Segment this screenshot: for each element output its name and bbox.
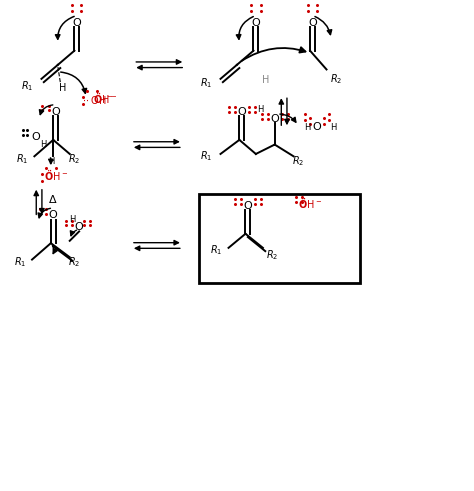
- Text: $R_1$: $R_1$: [21, 79, 34, 93]
- Text: O: O: [237, 107, 246, 117]
- Text: $\bf{\ddot{O}}$H$^-$: $\bf{\ddot{O}}$H$^-$: [44, 169, 68, 183]
- Text: H: H: [48, 157, 54, 165]
- Text: O: O: [75, 222, 83, 232]
- Text: $\Delta$: $\Delta$: [48, 192, 58, 205]
- Text: O: O: [49, 210, 58, 220]
- Text: $R_1$: $R_1$: [200, 149, 212, 163]
- Text: $R_1$: $R_1$: [17, 152, 29, 165]
- Text: H: H: [69, 215, 75, 224]
- Text: $\bf{\ddot{O}}$H$^-$: $\bf{\ddot{O}}$H$^-$: [93, 92, 118, 107]
- Text: O: O: [31, 132, 40, 141]
- FancyBboxPatch shape: [199, 194, 359, 283]
- Text: O: O: [313, 122, 321, 132]
- Text: H: H: [330, 123, 337, 132]
- Text: H: H: [257, 105, 264, 114]
- Text: $R_2$: $R_2$: [68, 152, 81, 165]
- Text: O: O: [252, 18, 260, 27]
- Text: $R_2$: $R_2$: [266, 248, 279, 262]
- Text: $R_1$: $R_1$: [14, 255, 27, 269]
- Text: $\bf{\ddot{O}}$H$^-$: $\bf{\ddot{O}}$H$^-$: [298, 196, 322, 211]
- Text: $R_1$: $R_1$: [200, 77, 212, 90]
- Text: H: H: [59, 83, 66, 93]
- Text: $R_2$: $R_2$: [68, 255, 81, 269]
- Text: O: O: [73, 18, 81, 27]
- Text: H: H: [262, 75, 269, 85]
- Text: O: O: [244, 201, 252, 211]
- Text: O: O: [51, 107, 60, 117]
- Text: $\cdot\!\cdot$OH$^-$: $\cdot\!\cdot$OH$^-$: [82, 94, 114, 106]
- Text: O: O: [270, 114, 279, 124]
- Text: H: H: [304, 123, 311, 132]
- Text: $R_2$: $R_2$: [292, 154, 304, 168]
- Text: $R_2$: $R_2$: [330, 72, 342, 86]
- Text: $R_1$: $R_1$: [210, 244, 222, 257]
- Text: O: O: [308, 18, 317, 27]
- Text: H: H: [40, 140, 46, 149]
